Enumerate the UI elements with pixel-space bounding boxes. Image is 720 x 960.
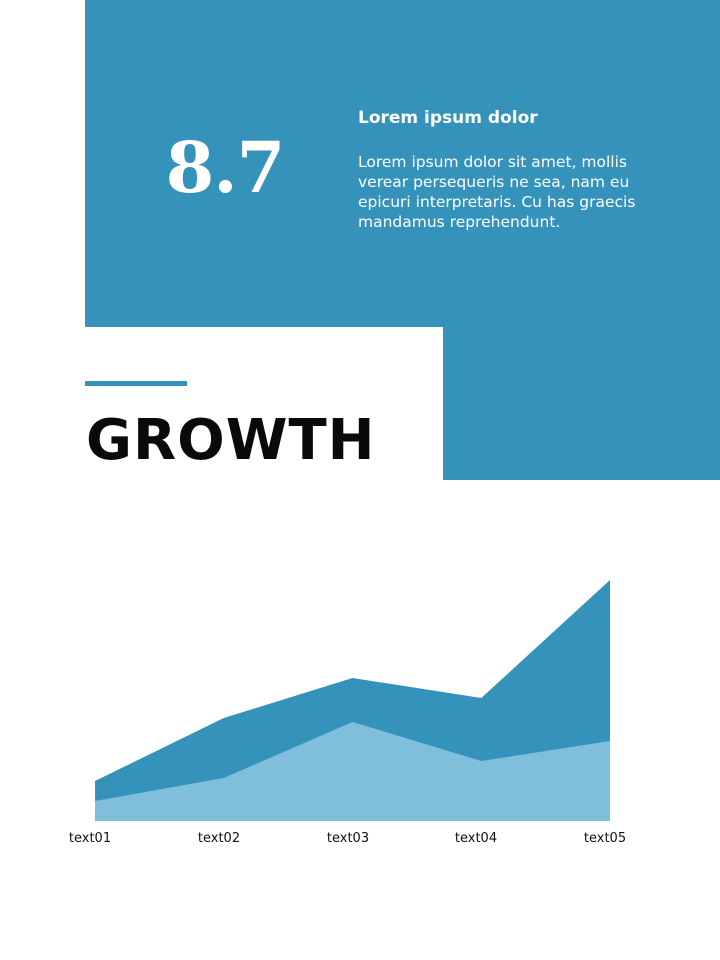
x-tick-label: text03 [327,831,369,846]
area-series-1 [95,580,610,821]
x-tick-label: text05 [584,831,626,846]
page-title: GROWTH [86,408,376,473]
chart-tick-layer: text01 text02 text03 text04 text05 [69,831,626,846]
info-body: Lorem ipsum dolor sit amet, mollis verea… [358,153,636,231]
info-title: Lorem ipsum dolor [358,108,538,128]
side-accent-block [443,320,720,480]
area-series-2 [95,722,610,821]
x-tick-label: text04 [455,831,497,846]
x-tick-label: text02 [198,831,240,846]
chart-series-layer [95,580,610,821]
heading-accent-bar [85,381,187,386]
top-accent-block [85,0,720,327]
x-tick-label: text01 [69,831,111,846]
stat-value: 8.7 [165,126,286,209]
